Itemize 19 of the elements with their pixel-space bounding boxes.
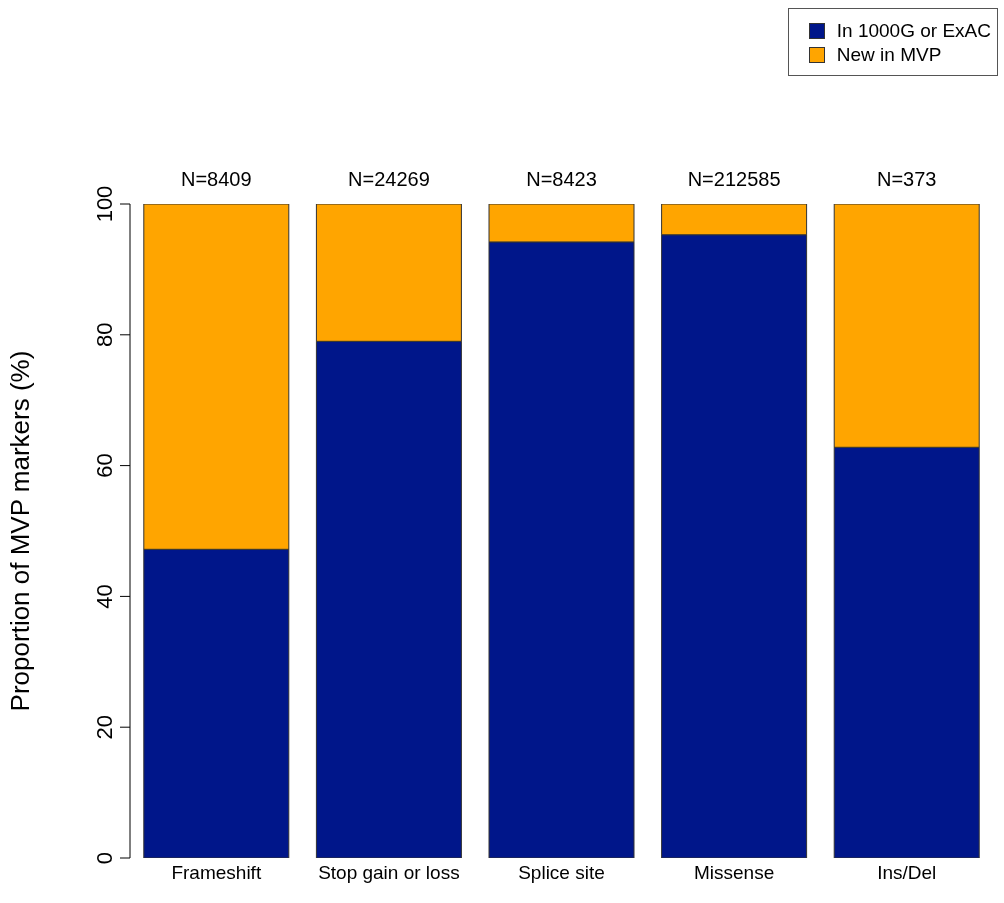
x-tick-label: Missense	[693, 862, 775, 884]
x-tick-label: Stop gain or loss	[318, 862, 460, 884]
y-axis-title: Proportion of MVP markers (%)	[5, 350, 36, 712]
x-tick-label: Ins/Del	[877, 862, 937, 884]
annotation: N=24269	[348, 168, 430, 190]
y-tick-label: 80	[92, 322, 117, 348]
x-tick-label: Splice site	[518, 862, 605, 884]
annotation: N=212585	[687, 168, 781, 190]
x-tick-label: Frameshift	[171, 862, 262, 884]
annotation: N=8409	[180, 168, 252, 190]
y-tick-label: 20	[92, 714, 117, 740]
legend-label: New in MVP	[836, 43, 942, 67]
legend-label: In 1000G or ExAC	[836, 19, 991, 43]
annotation: N=8423	[526, 168, 597, 190]
annotation: N=373	[876, 168, 937, 190]
y-tick-label: 100	[92, 185, 117, 223]
y-tick-label: 0	[92, 851, 117, 865]
y-tick-label: 40	[92, 584, 117, 609]
y-tick-label: 60	[92, 453, 117, 478]
